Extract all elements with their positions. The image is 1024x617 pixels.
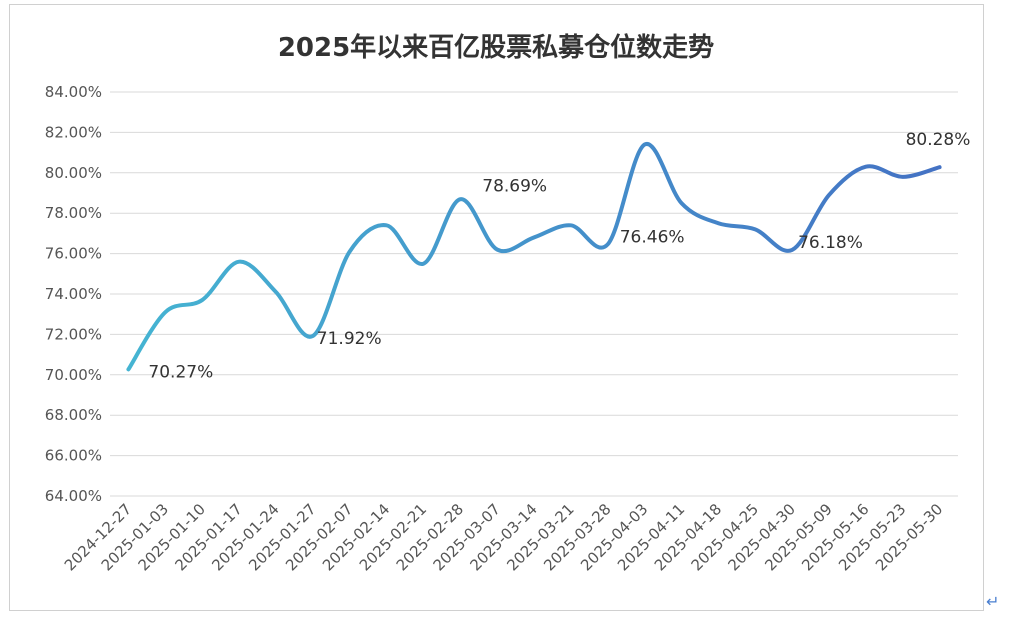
data-label: 70.27% xyxy=(148,362,213,382)
data-label: 71.92% xyxy=(317,329,382,349)
line-chart: 2025年以来百亿股票私募仓位数走势 64.00% 66.00% 68.00% 70.… xyxy=(45,32,971,574)
y-tick-label: 82.00% xyxy=(45,123,102,141)
y-axis-ticks: 64.00% 66.00% 68.00% 70.00% 72.00% 74.00% 76.0… xyxy=(45,83,102,505)
data-label: 78.69% xyxy=(482,176,547,196)
y-tick-label: 84.00% xyxy=(45,83,102,101)
x-axis-ticks: 2024-12-272025-01-032025-01-102025-01-17… xyxy=(61,500,947,574)
y-tick-label: 64.00% xyxy=(45,487,102,505)
return-mark: ↵ xyxy=(986,592,1000,611)
data-labels: 70.27% 71.92% 78.69% 76.46% 76.18% 80.28% xyxy=(148,130,970,382)
y-tick-label: 76.00% xyxy=(45,245,102,263)
y-tick-label: 78.00% xyxy=(45,204,102,222)
series-layer xyxy=(126,142,942,372)
chart-container: 2025年以来百亿股票私募仓位数走势 64.00% 66.00% 68.00% 70.… xyxy=(9,4,984,611)
y-tick-label: 68.00% xyxy=(45,406,102,424)
y-tick-label: 74.00% xyxy=(45,285,102,303)
y-tick-label: 72.00% xyxy=(45,325,102,343)
y-tick-label: 66.00% xyxy=(45,447,102,465)
data-label: 76.46% xyxy=(620,227,685,247)
y-tick-label: 80.00% xyxy=(45,164,102,182)
y-tick-label: 70.00% xyxy=(45,366,102,384)
data-label: 76.18% xyxy=(798,233,863,253)
series-line xyxy=(126,142,942,372)
data-label: 80.28% xyxy=(906,130,971,150)
grid-lines xyxy=(110,91,958,497)
chart-title: 2025年以来百亿股票私募仓位数走势 xyxy=(278,32,714,63)
